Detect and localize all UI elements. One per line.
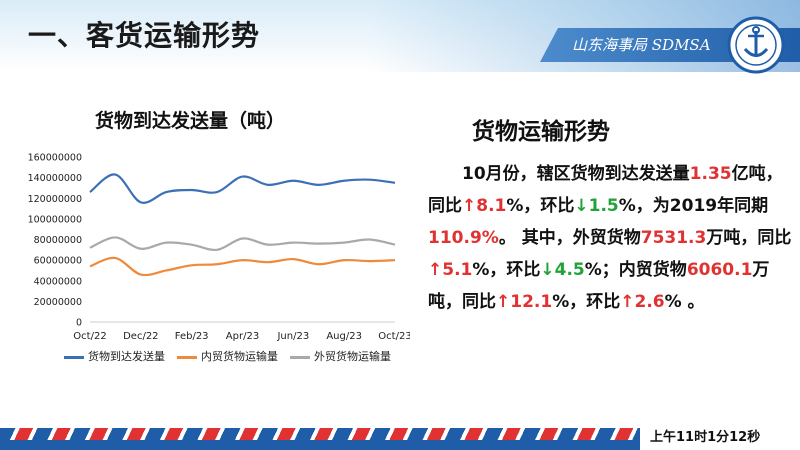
x-tick-label: Jun/23 xyxy=(276,331,309,342)
paragraph-text: 万吨，同比 xyxy=(706,228,792,248)
highlight-value: ↑2.6 xyxy=(620,292,665,312)
paragraph-text: %，为2019年同期 xyxy=(618,196,769,216)
footer-time: 上午11时1分12秒 xyxy=(640,428,800,450)
y-tick-label: 100000000 xyxy=(28,214,82,225)
legend-swatch xyxy=(64,355,84,359)
highlight-value: ↑8.1 xyxy=(462,196,507,216)
highlight-value: ↑12.1 xyxy=(496,292,553,312)
panel-paragraph: 10月份，辖区货物到达发送量1.35亿吨，同比↑8.1%，环比↓1.5%，为20… xyxy=(428,158,792,318)
footer-bar xyxy=(0,440,800,450)
x-tick-label: Dec/22 xyxy=(123,331,158,342)
x-tick-label: Feb/23 xyxy=(175,331,209,342)
paragraph-text: 10月份，辖区货物到达发送量 xyxy=(462,164,690,184)
legend-swatch xyxy=(177,355,197,359)
highlight-value: 110.9% xyxy=(428,228,499,248)
highlight-value: 7531.3 xyxy=(640,228,707,248)
highlight-value: 1.35 xyxy=(689,164,732,184)
legend-label: 内贸货物运输量 xyxy=(201,350,278,363)
x-tick-label: Oct/23 xyxy=(378,331,410,342)
paragraph-text: 亿吨，同比 xyxy=(428,164,783,216)
paragraph-text: %，环比 xyxy=(472,260,541,280)
y-tick-label: 20000000 xyxy=(34,297,82,308)
series-line xyxy=(89,256,396,277)
paragraph-text: %；内贸货物 xyxy=(584,260,687,280)
highlight-value: ↓1.5 xyxy=(574,196,619,216)
paragraph-text: %，环比 xyxy=(552,292,621,312)
highlight-value: ↑5.1 xyxy=(428,260,473,280)
legend-swatch xyxy=(290,355,310,359)
series-line xyxy=(89,173,396,204)
highlight-value: ↓4.5 xyxy=(540,260,585,280)
x-tick-label: Oct/22 xyxy=(73,331,106,342)
line-chart: 0 20000000 40000000 60000000 80000000 1000000… xyxy=(28,153,410,343)
legend-entry: 内贸货物运输量 xyxy=(177,348,278,364)
panel-title: 货物运输形势 xyxy=(472,119,610,145)
y-tick-label: 160000000 xyxy=(28,153,82,164)
page-title: 一、客货运输形势 xyxy=(28,19,261,52)
y-tick-label: 120000000 xyxy=(28,194,82,205)
highlight-value: 6060.1 xyxy=(686,260,753,280)
legend-entry: 外贸货物运输量 xyxy=(290,348,391,364)
paragraph-text: %，环比 xyxy=(506,196,575,216)
paragraph-text: % 。 xyxy=(664,292,705,312)
legend-label: 货物到达发送量 xyxy=(88,350,165,363)
brand-text: 山东海事局 SDMSA xyxy=(572,36,711,54)
x-tick-label: Apr/23 xyxy=(226,331,259,342)
y-tick-label: 80000000 xyxy=(34,235,82,246)
x-tick-label: Aug/23 xyxy=(326,331,362,342)
paragraph-text: 万吨，同比 xyxy=(428,260,770,312)
y-tick-label: 60000000 xyxy=(34,256,82,267)
y-tick-label: 140000000 xyxy=(28,173,82,184)
paragraph-text: 。 其中，外贸货物 xyxy=(498,228,641,248)
anchor-emblem-icon xyxy=(727,16,785,74)
chart-title: 货物到达发送量（吨） xyxy=(95,110,286,132)
footer-stripes xyxy=(0,428,640,440)
legend-label: 外贸货物运输量 xyxy=(314,350,391,363)
legend-entry: 货物到达发送量 xyxy=(64,348,165,364)
y-tick-label: 0 xyxy=(76,318,82,329)
series-line xyxy=(89,236,396,252)
chart-legend: 货物到达发送量 内贸货物运输量 外贸货物运输量 xyxy=(64,348,403,364)
y-tick-label: 40000000 xyxy=(34,276,82,287)
